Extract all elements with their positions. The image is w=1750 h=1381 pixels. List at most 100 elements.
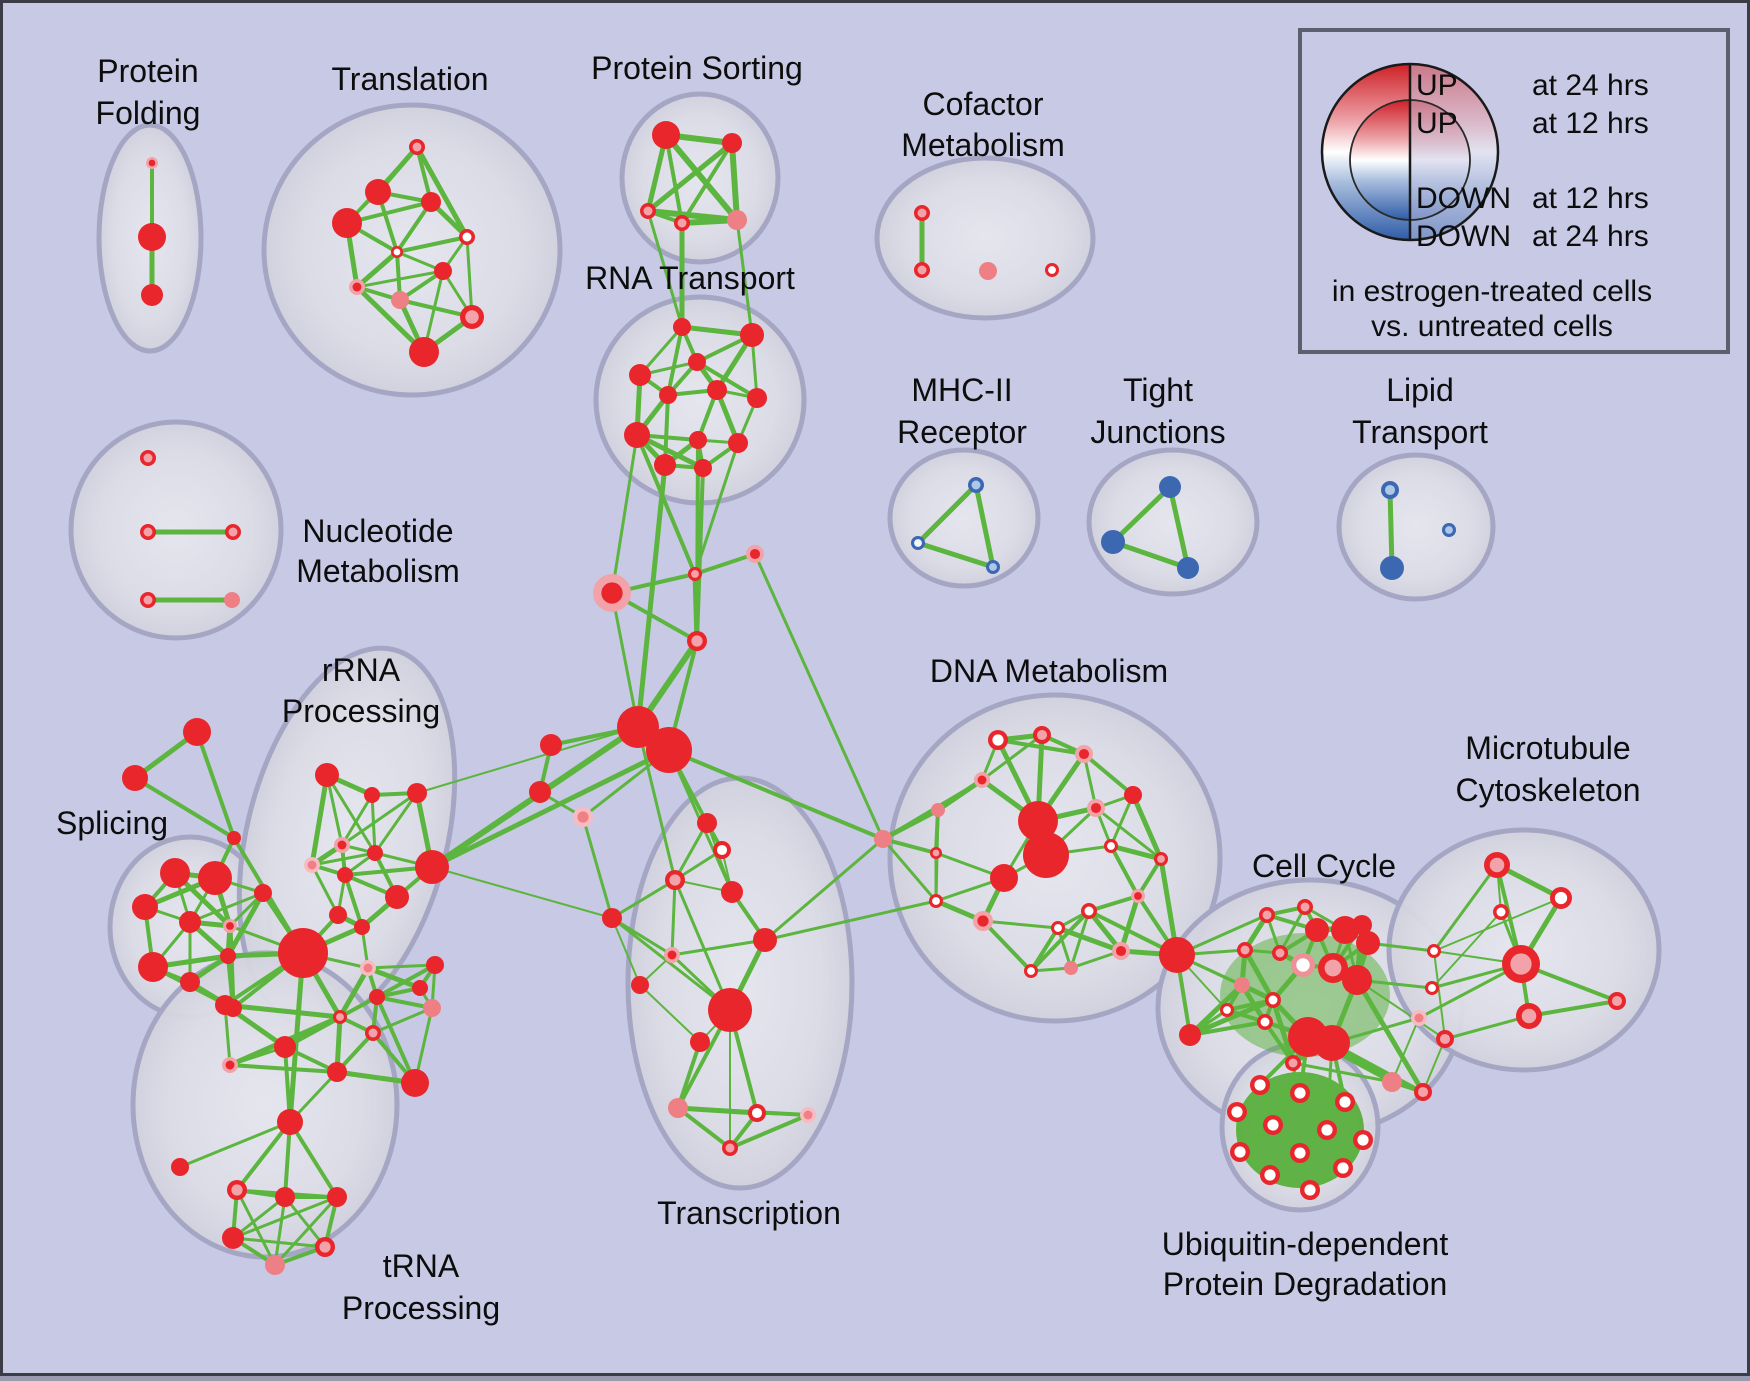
node-nucleotide-metabolism-1 (143, 527, 153, 537)
edge-rrna-processing (309, 772, 330, 868)
node-cofactor-metabolism-3 (1048, 266, 1056, 274)
node-dna-metabolism-20 (1027, 967, 1035, 975)
node-translation-7 (352, 282, 362, 292)
node-protein-sorting-1 (722, 133, 742, 153)
node-cell-cycle-20 (1417, 1086, 1429, 1098)
node-lipid-transport-0 (1384, 484, 1396, 496)
node-protein-folding-0 (148, 159, 156, 167)
node-central-stem-5 (646, 727, 692, 773)
node-translation-4 (462, 232, 472, 242)
edge-dna-metabolism (1069, 909, 1091, 970)
node-cell-cycle-8 (1305, 918, 1329, 942)
edge-rrna-processing (340, 793, 374, 847)
legend-time-2: at 12 hrs (1532, 182, 1649, 215)
edge-rrna-processing (337, 965, 371, 1020)
edge-rna-transport--central-stem (635, 433, 697, 576)
cluster-ellipse-cofactor-metabolism (874, 155, 1096, 321)
node-rrna-processing-6 (367, 845, 383, 861)
node-ubiquitin-degradation-0 (1254, 1079, 1266, 1091)
node-cell-cycle-9 (1356, 931, 1380, 955)
node-cell-cycle-7 (1352, 915, 1372, 935)
edge-protein-sorting (680, 141, 734, 225)
node-central-stem-1 (749, 548, 761, 560)
edge-rrna-processing--transcription (431, 866, 613, 919)
node-trna-processing-6 (319, 1241, 331, 1253)
node-dna-metabolism-14 (1134, 892, 1142, 900)
legend-footer: vs. untreated cells (1371, 310, 1613, 343)
edge-mhc-ii-receptor (915, 540, 996, 570)
edge-translation (354, 249, 400, 290)
edge-transcription (610, 878, 677, 920)
edge-translation (398, 298, 474, 319)
node-rna-transport-11 (694, 459, 712, 477)
edge-rrna-processing (375, 995, 417, 1085)
node-rrna-processing-1 (364, 787, 380, 803)
edge-transcription (670, 938, 767, 957)
node-transcription-12 (803, 1110, 813, 1120)
edge-tight-junctions (1110, 539, 1191, 571)
edge-splicing-outliers (195, 730, 236, 840)
node-mhc-ii-receptor-2 (989, 563, 997, 571)
edge-transcription (639, 984, 701, 1043)
edge-cell-cycle (1187, 997, 1276, 1038)
edge-cell-cycle--microtubule-cytoskeleton (1422, 1038, 1446, 1093)
edge-microtubule-cytoskeleton (1443, 1014, 1531, 1041)
edge-microtubule-cytoskeleton (1431, 911, 1502, 989)
node-dna-metabolism-1 (1036, 729, 1048, 741)
cluster-label-trna-processing: Processing (342, 1290, 500, 1326)
dense-edge-blobs (1220, 933, 1390, 1188)
node-rrna-processing-11 (278, 928, 328, 978)
edge-cell-cycle--microtubule-cytoskeleton (1356, 979, 1446, 1040)
node-rrna-processing-15 (215, 995, 235, 1015)
node-rna-transport-0 (673, 318, 691, 336)
node-dna-metabolism-3 (977, 775, 987, 785)
edge-rna-transport--central-stem (693, 441, 740, 576)
node-cofactor-metabolism-0 (917, 208, 927, 218)
node-rrna-processing-4 (307, 860, 317, 870)
edge-rna-transport (663, 393, 670, 467)
node-microtubule-cytoskeleton-6 (1430, 947, 1438, 955)
edge-rrna-processing (310, 863, 340, 917)
cluster-label-rna-transport: RNA Transport (585, 260, 795, 296)
edge-dna-metabolism (881, 837, 938, 855)
node-rrna-processing-13 (412, 980, 428, 996)
node-ubiquitin-degradation-3 (1231, 1106, 1243, 1118)
node-microtubule-cytoskeleton-7 (1428, 984, 1436, 992)
node-trna-processing-4 (327, 1187, 347, 1207)
node-rna-transport-2 (688, 353, 706, 371)
node-rrna-processing-17 (327, 1062, 347, 1082)
node-ubiquitin-degradation-5 (1321, 1124, 1333, 1136)
cluster-label-splicing: Splicing (56, 805, 168, 841)
node-protein-sorting-3 (677, 218, 687, 228)
node-dna-metabolism-15 (932, 897, 940, 905)
edge-rrna-processing (375, 963, 437, 999)
node-dna-metabolism-11 (932, 849, 940, 857)
node-ubiquitin-degradation-7 (1234, 1146, 1246, 1158)
cluster-ellipse-lipid-transport (1336, 452, 1496, 602)
node-rrna-processing-8 (385, 885, 409, 909)
edge-dna-metabolism (981, 919, 1033, 973)
edge-splicing (227, 923, 236, 1011)
node-cell-cycle-17 (1223, 1006, 1231, 1014)
cluster-label-transcription: Transcription (657, 1195, 841, 1231)
edge-splicing (188, 891, 265, 924)
node-trna-processing-7 (265, 1255, 285, 1275)
edge-translation (414, 144, 470, 240)
node-lipid-transport-1 (1380, 556, 1404, 580)
node-protein-sorting-0 (652, 121, 680, 149)
cluster-label-mhc-ii-receptor: MHC-II (911, 372, 1012, 408)
node-microtubule-cytoskeleton-8 (1414, 1013, 1424, 1023)
node-cell-cycle-6 (1331, 916, 1359, 944)
node-cell-cycle-3 (1275, 948, 1285, 958)
cluster-label-protein-folding: Folding (96, 95, 201, 131)
node-trna-processing-5 (222, 1227, 244, 1249)
edge-dna-metabolism (1136, 857, 1163, 898)
node-translation-8 (391, 291, 409, 309)
node-rna-transport-8 (689, 431, 707, 449)
edge-protein-sorting (729, 140, 740, 223)
edge-protein-sorting (645, 140, 735, 214)
edge-dna-metabolism (1109, 844, 1140, 898)
node-trna-processing-1 (171, 1158, 189, 1176)
node-translation-1 (365, 179, 391, 205)
